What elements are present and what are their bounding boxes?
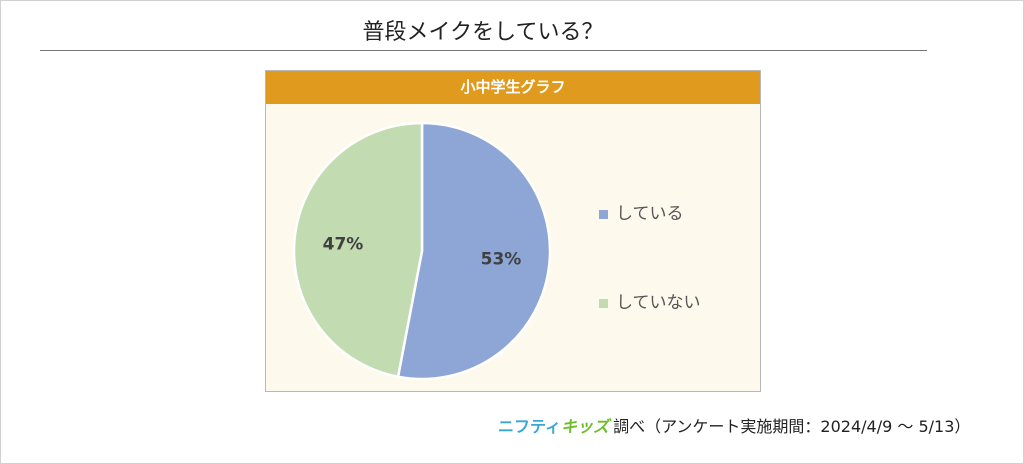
page-title: 普段メイクをしている？ — [362, 20, 604, 45]
legend-label: していない — [616, 293, 701, 313]
legend-swatch — [599, 298, 608, 308]
data-label-0: 53% — [481, 249, 522, 269]
legend-label: している — [616, 204, 684, 224]
pie-slice-0 — [396, 121, 552, 381]
pie-chart: 53% 47% — [292, 121, 552, 381]
logo-nifty: ニフティ — [498, 417, 562, 436]
legend-item-1: していない — [599, 288, 701, 313]
pie-slice-1 — [292, 121, 424, 379]
chart-title: 小中学生グラフ — [266, 71, 760, 104]
footer-source: ニフティキッズ 調べ（アンケート実施期間：2024/4/9 ～ 5/13） — [498, 413, 970, 437]
logo-kids: キッズ — [561, 417, 610, 436]
footer-text: 調べ（アンケート実施期間：2024/4/9 ～ 5/13） — [613, 417, 971, 436]
legend-swatch — [599, 209, 608, 219]
title-divider — [40, 50, 927, 51]
data-label-1: 47% — [323, 235, 364, 255]
legend-item-0: している — [599, 199, 684, 224]
chart-panel: 小中学生グラフ 53% 47% している していない — [265, 70, 761, 392]
